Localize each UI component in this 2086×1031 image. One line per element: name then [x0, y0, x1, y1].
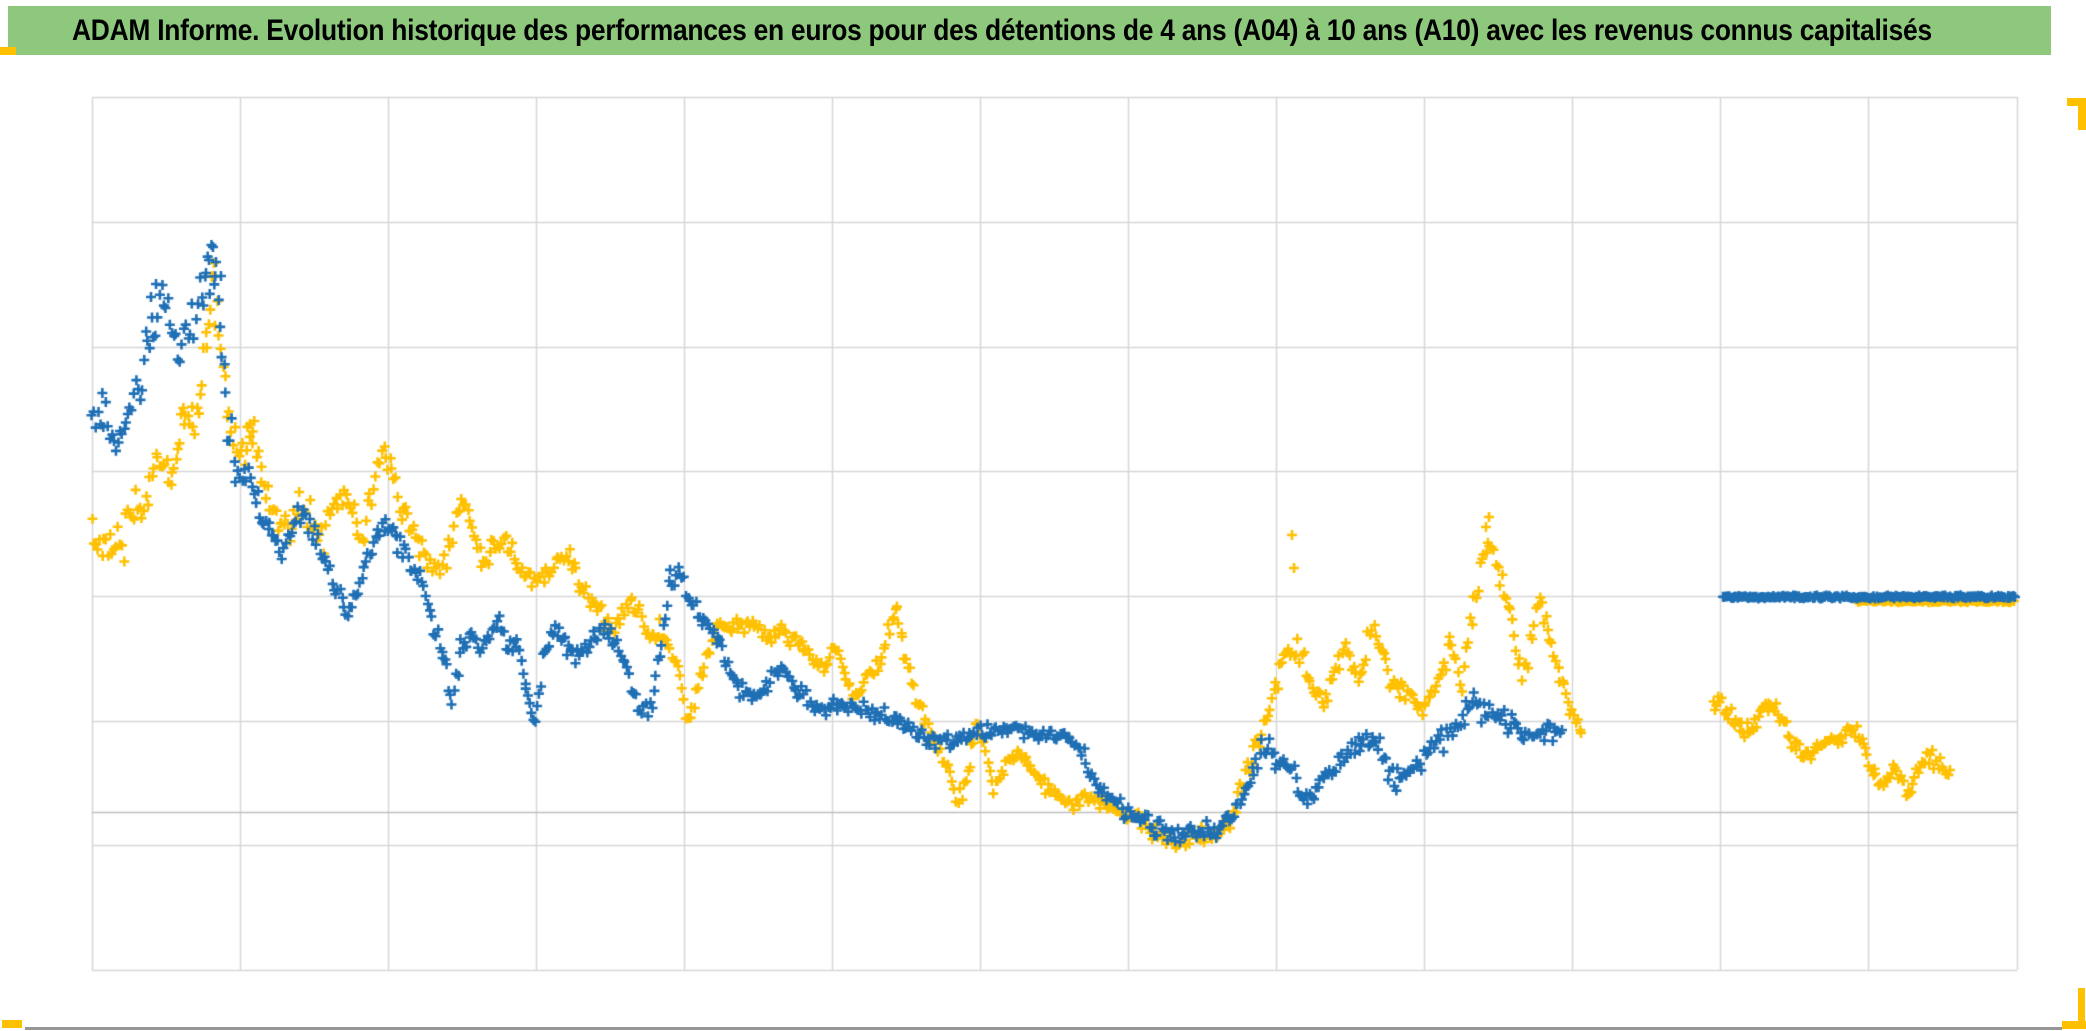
bottom-right-gold-accent-vertical [2078, 988, 2085, 1028]
bottom-rule [25, 1027, 2062, 1030]
top-right-gold-accent-vertical [2078, 98, 2086, 130]
top-right-gold-accent [2067, 98, 2086, 106]
page-title: ADAM Informe. Evolution historique des p… [72, 13, 1932, 47]
bottom-right-gold-accent [2062, 1021, 2086, 1029]
title-bar: ADAM Informe. Evolution historique des p… [8, 6, 2051, 55]
top-left-gold-accent [0, 47, 16, 55]
bottom-left-gold-accent [2, 1020, 22, 1028]
